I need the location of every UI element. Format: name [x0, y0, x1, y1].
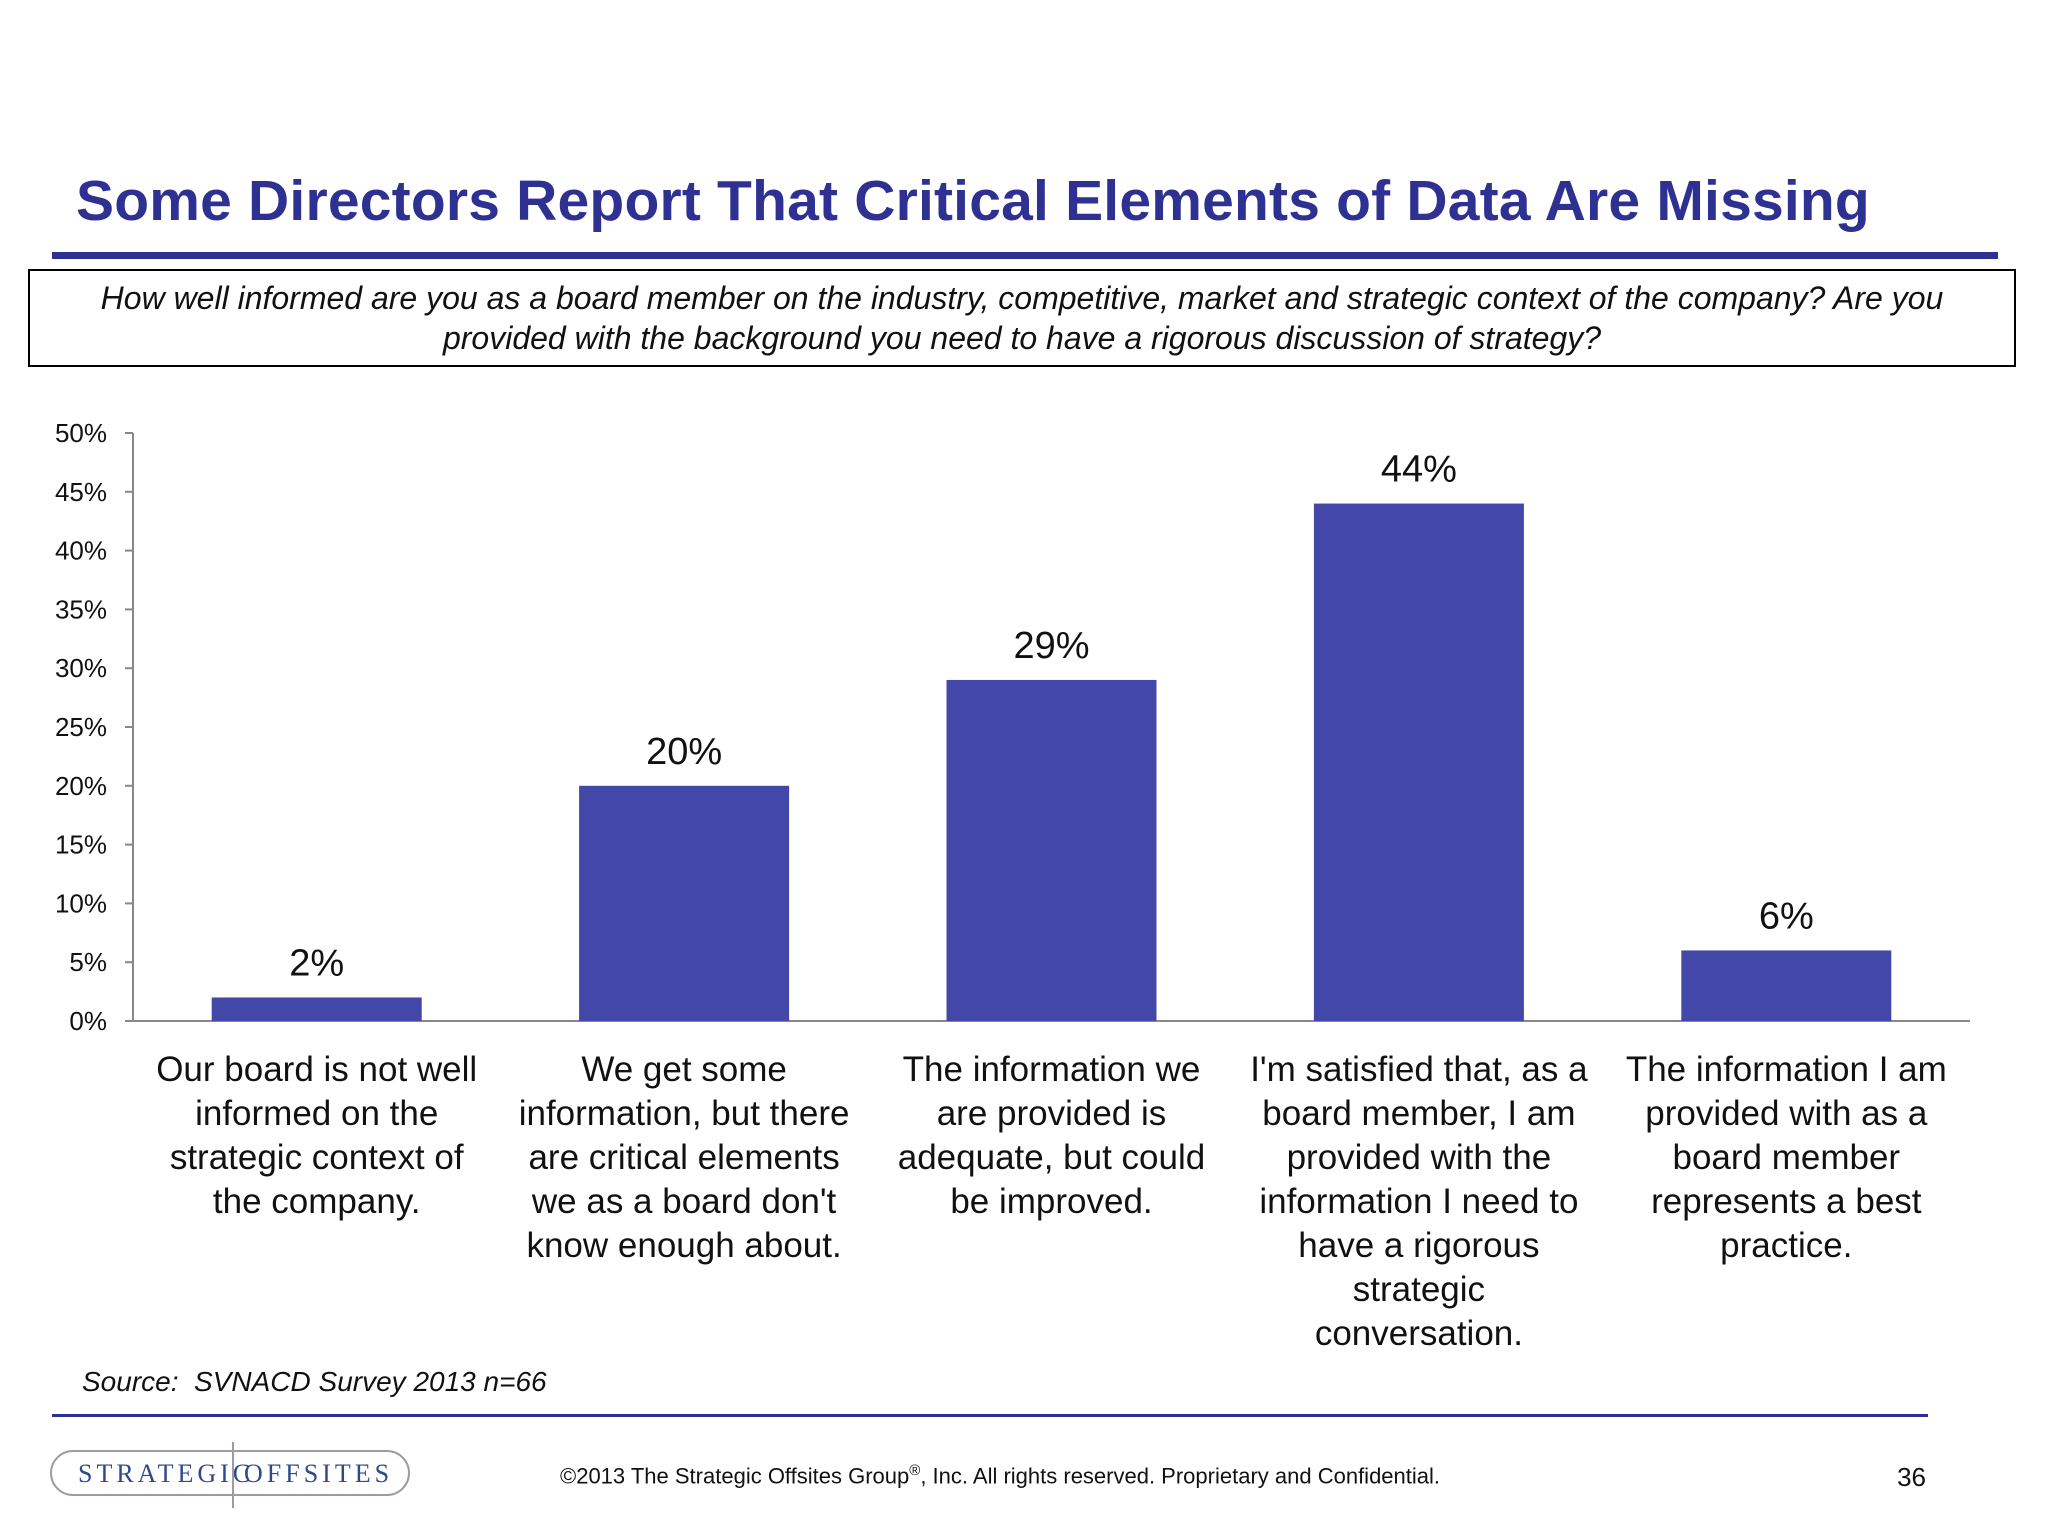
category-label: We get some information, but there are cri… [519, 1050, 850, 1265]
strategic-offsites-logo: STRATEGIC OFFSITES [50, 1442, 410, 1508]
bar-value-label: 44% [1381, 449, 1457, 491]
category-label-line: informed on the [195, 1094, 438, 1133]
category-label-line: The information I am [1626, 1050, 1947, 1089]
source-note: Source: SVNACD Survey 2013 n=66 [82, 1366, 547, 1397]
category-label-line: The information we [903, 1050, 1201, 1089]
category-label: Our board is not well informed on the stra… [156, 1050, 477, 1221]
survey-question: How well informed are you as a board mem… [100, 280, 1944, 356]
bar [946, 679, 1157, 1021]
y-tick-label: 25% [55, 712, 107, 742]
category-label-line: have a rigorous [1298, 1226, 1539, 1265]
bar [211, 997, 422, 1021]
category-label-line: We get some [581, 1050, 787, 1089]
bar-value-label: 29% [1013, 625, 1089, 667]
bar-chart: 0% 5% 10% 15% 20% 25% 30% 35% 40% 45% 50% 2% 20% 29%… [55, 418, 1970, 1353]
category-label: I'm satisfied that, as a board member, I … [1250, 1050, 1588, 1353]
y-axis: 0% 5% 10% 15% 20% 25% 30% 35% 40% 45% 50% [55, 418, 1970, 1036]
y-tick-label: 10% [55, 888, 107, 918]
slide-title: Some Directors Report That Critical Elem… [76, 169, 1870, 233]
bar [1313, 503, 1524, 1021]
y-tick-label: 30% [55, 653, 107, 683]
category-label-line: know enough about. [526, 1226, 841, 1265]
bar-value-label: 20% [646, 731, 722, 773]
category-label-line: are critical elements [528, 1138, 839, 1177]
category-label-line: strategic [1353, 1270, 1485, 1309]
question-box: How well informed are you as a board mem… [28, 269, 2016, 367]
category-label-line: represents a best [1651, 1182, 1922, 1221]
logo-text-strategic: STRATEGIC [78, 1459, 255, 1488]
category-label-line: the company. [213, 1182, 421, 1221]
copyright-rights: , Inc. All rights reserved. Proprietary … [920, 1463, 1441, 1489]
bar [1681, 950, 1892, 1021]
y-tick-label: 5% [69, 947, 107, 977]
category-label: The information we are provided is adequat… [898, 1050, 1205, 1221]
registered-mark: ® [909, 1462, 921, 1479]
category-label-line: conversation. [1315, 1314, 1523, 1353]
category-label-line: are provided is [937, 1094, 1167, 1133]
category-label-line: practice. [1720, 1226, 1852, 1265]
y-tick-label: 35% [55, 594, 107, 624]
category-labels: Our board is not well informed on the stra… [156, 1050, 1947, 1353]
category-label-line: provided with as a [1645, 1094, 1928, 1133]
category-label-line: information, but there [519, 1094, 850, 1133]
page-number: 36 [1897, 1462, 1926, 1492]
y-tick-label: 20% [55, 771, 107, 801]
category-label-line: be improved. [950, 1182, 1152, 1221]
y-tick-label: 50% [55, 418, 107, 448]
category-label-line: board member [1672, 1138, 1900, 1177]
bar [579, 785, 790, 1021]
y-tick-label: 15% [55, 830, 107, 860]
bars [211, 503, 1892, 1021]
bar-value-label: 6% [1759, 895, 1814, 937]
category-label-line: provided with the [1287, 1138, 1552, 1177]
copyright-text: ©2013 The Strategic Offsites Group [560, 1463, 910, 1489]
y-tick-label: 0% [69, 1006, 107, 1036]
logo-text-offsites: OFFSITES [244, 1459, 394, 1488]
footer-rule [52, 1414, 1928, 1417]
category-label-line: adequate, but could [898, 1138, 1205, 1177]
category-label-line: strategic context of [170, 1138, 464, 1177]
copyright-notice: ©2013 The Strategic Offsites Group®, Inc… [560, 1462, 1440, 1489]
y-tick-label: 45% [55, 477, 107, 507]
value-labels: 2% 20% 29% 44% 6% [289, 449, 1814, 985]
category-label-line: we as a board don't [531, 1182, 837, 1221]
category-label-line: Our board is not well [156, 1050, 477, 1089]
logo-divider [232, 1442, 234, 1508]
bar-value-label: 2% [289, 942, 344, 984]
category-label: The information I am provided with as a bo… [1626, 1050, 1947, 1265]
y-tick-label: 40% [55, 536, 107, 566]
category-label-line: board member, I am [1262, 1094, 1575, 1133]
title-underline [52, 252, 1998, 259]
category-label-line: information I need to [1259, 1182, 1578, 1221]
category-label-line: I'm satisfied that, as a [1250, 1050, 1588, 1089]
